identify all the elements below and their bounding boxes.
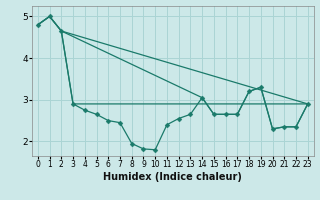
- X-axis label: Humidex (Indice chaleur): Humidex (Indice chaleur): [103, 172, 242, 182]
